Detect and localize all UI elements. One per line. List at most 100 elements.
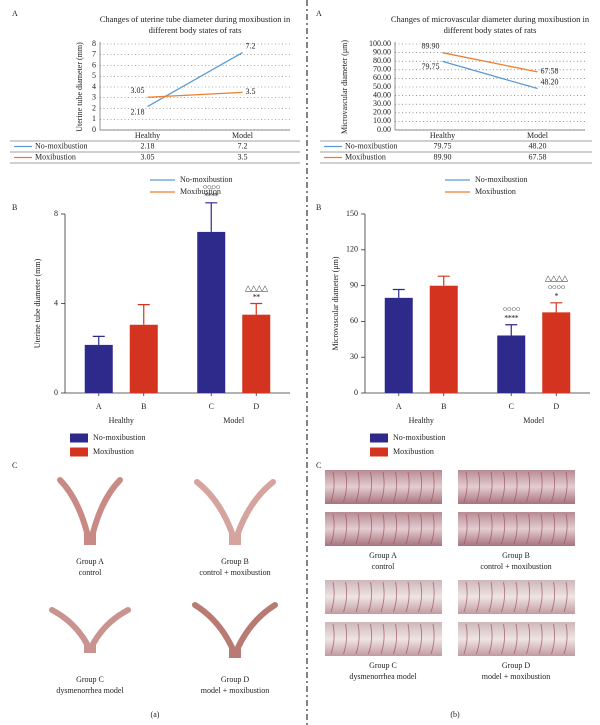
y-tick-label: 50.00 (373, 82, 391, 91)
bar (497, 335, 526, 393)
vessel (501, 513, 506, 545)
group-label: Model (223, 416, 245, 425)
y-tick-label: 2 (92, 103, 96, 112)
vessel (343, 581, 348, 613)
vessel (430, 513, 435, 545)
vessel (393, 513, 398, 545)
vessel (526, 581, 531, 613)
vessel (501, 581, 506, 613)
vessel (526, 513, 531, 545)
legend-swatch (370, 433, 388, 443)
vessel (563, 513, 568, 545)
vessel (513, 471, 518, 503)
legend-swatch (70, 447, 88, 457)
table-cell: 7.2 (238, 141, 248, 150)
vessel (405, 623, 410, 655)
vessel (393, 581, 398, 613)
vessel (418, 513, 423, 545)
photo-desc: control (372, 562, 395, 571)
table-row-name: No-moxibustion (35, 141, 87, 150)
vessel (330, 471, 335, 503)
legend-label: Moxibustion (93, 447, 134, 456)
y-tick-label: 0 (92, 125, 96, 134)
vessel (563, 471, 568, 503)
x-tick-label: A (96, 402, 102, 411)
vessel (405, 471, 410, 503)
vessel (418, 471, 423, 503)
data-label: 3.5 (246, 87, 256, 96)
y-tick-label: 30 (350, 352, 358, 361)
bar (129, 324, 158, 393)
data-label: 7.2 (246, 41, 256, 50)
legend-label: No-moxibustion (93, 433, 145, 442)
y-tick-label: 70.00 (373, 65, 391, 74)
photo-caption: (b) (450, 710, 460, 719)
y-tick-label: 0.00 (377, 125, 391, 134)
x-tick-label: D (253, 402, 259, 411)
vessel (343, 623, 348, 655)
annotation: ○○○○ (548, 283, 566, 292)
y-tick-label: 120 (346, 245, 358, 254)
uterus-image (192, 602, 278, 658)
photo-desc: model + moxibustion (482, 672, 551, 681)
series-line (442, 60, 538, 90)
y-tick-label: 4 (54, 298, 58, 307)
table-cell: 79.75 (434, 141, 452, 150)
vessel (563, 581, 568, 613)
legend-swatch (70, 433, 88, 443)
vessel (430, 623, 435, 655)
vessel (476, 623, 481, 655)
photo-desc: control (79, 568, 102, 577)
y-tick-label: 80.00 (373, 56, 391, 65)
legend-label: No-moxibustion (180, 175, 232, 184)
photo-group: Group A (76, 557, 104, 566)
vessel (538, 623, 543, 655)
photo-group: Group B (221, 557, 249, 566)
data-label: 89.90 (422, 42, 440, 51)
error-bar (437, 275, 450, 286)
vessel (393, 471, 398, 503)
photo-desc: control + moxibustion (199, 568, 270, 577)
panel-label: A (12, 9, 18, 18)
error-bar (92, 335, 105, 345)
x-tick-label: Healthy (135, 131, 160, 140)
vessel (355, 623, 360, 655)
vessel (476, 471, 481, 503)
error-bar (205, 202, 218, 232)
vessel (538, 471, 543, 503)
vessel (393, 623, 398, 655)
y-tick-label: 3 (92, 93, 96, 102)
legend-label: Moxibustion (475, 187, 516, 196)
y-tick-label: 0 (54, 388, 58, 397)
photo-group: Group B (502, 551, 530, 560)
vessel (501, 623, 506, 655)
photo-group: Group C (369, 661, 397, 670)
y-tick-label: 4 (92, 82, 96, 91)
vessel (513, 623, 518, 655)
legend-label: Moxibustion (393, 447, 434, 456)
error-bar (505, 324, 518, 336)
vessel (330, 513, 335, 545)
y-tick-label: 40.00 (373, 90, 391, 99)
chart-title-box: Changes of microvascular diameter during… (391, 14, 589, 35)
y-tick-label: 20.00 (373, 108, 391, 117)
annotation: * (555, 292, 559, 301)
vessel (330, 581, 335, 613)
x-tick-label: B (441, 402, 446, 411)
vessel (538, 581, 543, 613)
x-tick-label: Model (232, 131, 254, 140)
photo-desc: control + moxibustion (480, 562, 551, 571)
bar (429, 285, 458, 393)
vessel (418, 581, 423, 613)
table-row-name: Moxibustion (345, 152, 386, 161)
vessel (405, 581, 410, 613)
vessel (463, 623, 468, 655)
vessel (430, 471, 435, 503)
legend-label: No-moxibustion (475, 175, 527, 184)
y-axis-label: Uterine tube diameter (mm) (75, 42, 84, 132)
vessel (488, 513, 493, 545)
panel-label: C (12, 461, 17, 470)
vessel (463, 581, 468, 613)
bar (384, 297, 413, 393)
